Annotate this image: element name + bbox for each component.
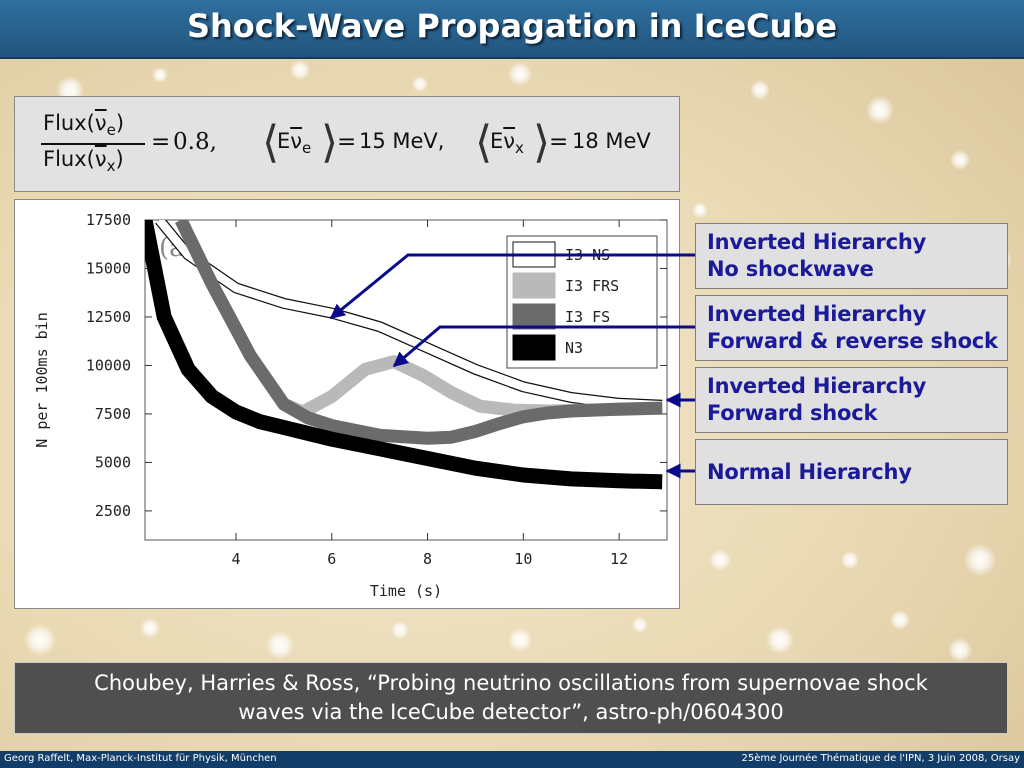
legend-label: I3 FRS bbox=[565, 277, 619, 295]
x-tick-label: 10 bbox=[514, 550, 532, 568]
left-angle-x: ⟨ bbox=[475, 117, 493, 168]
star-decoration bbox=[709, 549, 731, 571]
citation-box: Choubey, Harries & Ross, “Probing neutri… bbox=[14, 662, 1008, 734]
footer-bar: Georg Raffelt, Max-Planck-Institut für P… bbox=[0, 751, 1024, 768]
nue-energy-value: 15 MeV, bbox=[359, 129, 445, 153]
mean-energy-nux: Eνx bbox=[490, 129, 524, 158]
legend-swatch bbox=[512, 334, 556, 361]
x-tick-label: 6 bbox=[327, 550, 336, 568]
footer-author: Georg Raffelt, Max-Planck-Institut für P… bbox=[4, 753, 277, 764]
flux-numerator: Flux(νe) bbox=[43, 111, 125, 140]
legend-label: N3 bbox=[565, 339, 583, 357]
left-angle-e: ⟨ bbox=[262, 117, 280, 168]
right-angle-e: ⟩ bbox=[321, 117, 339, 168]
star-decoration bbox=[866, 96, 894, 124]
flux-energy-formula: Flux(νe) Flux(νx) = 0.8, ⟨ Eνe ⟩ = 15 Me… bbox=[14, 96, 680, 192]
star-decoration bbox=[24, 624, 56, 656]
callout-1-line-1: Inverted Hierarchy bbox=[707, 230, 927, 254]
star-decoration bbox=[152, 67, 168, 83]
callout-2-line-2: Forward & reverse shock bbox=[707, 329, 998, 353]
flux-label-den: Flux bbox=[43, 147, 87, 171]
subscript-e-2: e bbox=[302, 139, 312, 158]
footer-event: 25ème Journée Thématique de l'IPN, 3 Jui… bbox=[741, 753, 1021, 764]
callout-normal-hierarchy: Normal Hierarchy bbox=[695, 439, 1008, 505]
callout-2-line-1: Inverted Hierarchy bbox=[707, 302, 927, 326]
y-axis-label: N per 100ms bin bbox=[33, 312, 51, 447]
callout-3-line-2: Forward shock bbox=[707, 401, 878, 425]
callout-ih-forward: Inverted Hierarchy Forward shock bbox=[695, 367, 1008, 433]
right-angle-x: ⟩ bbox=[533, 117, 551, 168]
star-decoration bbox=[140, 618, 160, 638]
equals-sign-2: = bbox=[337, 129, 357, 155]
star-decoration bbox=[508, 628, 532, 652]
star-decoration bbox=[841, 551, 859, 569]
subscript-x-2: x bbox=[515, 139, 524, 158]
slide-title: Shock-Wave Propagation in IceCube bbox=[186, 7, 838, 45]
star-decoration bbox=[890, 610, 910, 630]
y-tick-label: 12500 bbox=[86, 308, 131, 326]
callout-1-line-2: No shockwave bbox=[707, 257, 874, 281]
star-decoration bbox=[412, 76, 428, 92]
flux-ratio-value: 0.8, bbox=[173, 129, 217, 155]
star-decoration bbox=[964, 544, 996, 576]
flux-denominator: Flux(νx) bbox=[43, 147, 124, 176]
citation-line-1: Choubey, Harries & Ross, “Probing neutri… bbox=[94, 671, 928, 695]
subscript-e: e bbox=[106, 121, 116, 140]
legend-swatch bbox=[512, 272, 556, 299]
star-decoration bbox=[948, 638, 972, 662]
star-decoration bbox=[508, 62, 532, 86]
star-decoration bbox=[290, 60, 310, 80]
series-line-i3-fs bbox=[175, 220, 663, 445]
chart-panel: 2500 5000 7500 10000 12500 15000 17500 4 6 8 10 12 T… bbox=[14, 199, 680, 609]
legend-swatch bbox=[512, 303, 556, 330]
y-tick-label: 15000 bbox=[86, 259, 131, 277]
legend-label: I3 NS bbox=[565, 246, 610, 264]
nux-energy-value: 18 MeV bbox=[572, 129, 651, 153]
y-tick-label: 2500 bbox=[95, 502, 131, 520]
star-decoration bbox=[692, 202, 708, 218]
x-tick-label: 4 bbox=[231, 550, 240, 568]
equals-sign-3: = bbox=[549, 129, 569, 155]
title-bar: Shock-Wave Propagation in IceCube bbox=[0, 0, 1024, 59]
y-tick-label: 10000 bbox=[86, 356, 131, 374]
y-tick-label: 17500 bbox=[86, 211, 131, 229]
star-decoration bbox=[266, 631, 294, 659]
legend-swatch bbox=[512, 241, 556, 268]
callout-ih-forward-reverse: Inverted Hierarchy Forward & reverse sho… bbox=[695, 295, 1008, 361]
y-tick-label: 7500 bbox=[95, 405, 131, 423]
subscript-x: x bbox=[106, 157, 116, 176]
citation-line-2: waves via the IceCube detector”, astro-p… bbox=[238, 700, 784, 724]
callout-ih-no-shock: Inverted Hierarchy No shockwave bbox=[695, 223, 1008, 289]
callout-3-line-1: Inverted Hierarchy bbox=[707, 374, 927, 398]
legend-label: I3 FS bbox=[565, 308, 610, 326]
series-line-n3 bbox=[145, 220, 663, 490]
star-decoration bbox=[391, 621, 409, 639]
equals-sign: = bbox=[151, 129, 171, 155]
fraction-bar bbox=[41, 143, 145, 145]
x-tick-label: 12 bbox=[610, 550, 628, 568]
x-tick-label: 8 bbox=[423, 550, 432, 568]
mean-energy-nue: Eνe bbox=[277, 129, 312, 158]
flux-label-num: Flux bbox=[43, 111, 87, 135]
star-decoration bbox=[632, 617, 648, 633]
star-decoration bbox=[766, 626, 794, 654]
energy-symbol-e: E bbox=[277, 129, 291, 153]
x-axis-label: Time (s) bbox=[370, 582, 442, 600]
event-rate-chart: 2500 5000 7500 10000 12500 15000 17500 4 6 8 10 12 T… bbox=[33, 211, 668, 600]
energy-symbol-x: E bbox=[490, 129, 504, 153]
star-decoration bbox=[750, 80, 770, 100]
callout-4-line-1: Normal Hierarchy bbox=[707, 460, 912, 484]
star-decoration bbox=[950, 150, 970, 170]
y-tick-label: 5000 bbox=[95, 453, 131, 471]
